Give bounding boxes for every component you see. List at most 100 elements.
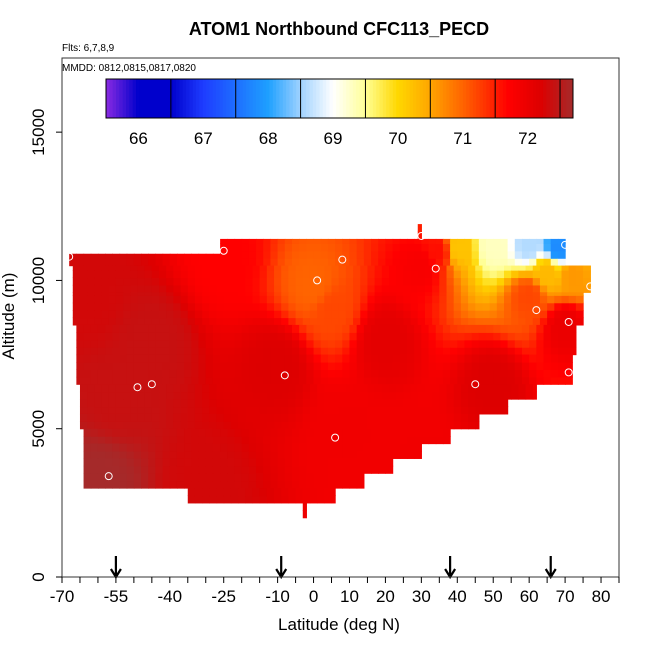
heatmap-cell	[162, 473, 171, 482]
heatmap-cell	[137, 391, 146, 400]
heatmap-cell	[327, 332, 336, 341]
heatmap-cell	[288, 384, 297, 393]
heatmap-cell	[396, 399, 404, 408]
heatmap-cell	[230, 421, 239, 430]
heatmap-cell	[187, 399, 196, 408]
heatmap-cell	[299, 465, 307, 474]
colorbar-swatch	[342, 79, 347, 118]
heatmap-cell	[529, 354, 537, 363]
heatmap-cell	[342, 480, 351, 489]
heatmap-cell	[475, 292, 484, 296]
heatmap-cell	[94, 310, 103, 319]
heatmap-cell	[356, 458, 365, 467]
heatmap-cell	[101, 421, 110, 430]
heatmap-cell	[126, 450, 135, 459]
heatmap-cell	[105, 450, 113, 459]
heatmap-cell	[320, 465, 329, 474]
sample-point	[338, 255, 347, 264]
heatmap-cell	[194, 488, 203, 497]
heatmap-cell	[439, 391, 448, 400]
heatmap-cell	[396, 277, 404, 286]
colorbar-swatch	[299, 79, 304, 118]
heatmap-cell	[288, 317, 297, 326]
heatmap-cell	[133, 361, 142, 370]
heatmap-cell	[360, 265, 369, 271]
heatmap-cell	[295, 317, 304, 326]
heatmap-cell	[421, 436, 430, 445]
heatmap-cell	[274, 495, 282, 504]
heatmap-cell	[162, 428, 171, 437]
heatmap-cell	[554, 277, 563, 286]
heatmap-cell	[209, 495, 218, 504]
heatmap-cell	[209, 310, 218, 319]
heatmap-cell	[432, 406, 440, 415]
heatmap-cell	[241, 258, 250, 267]
heatmap-cell	[288, 302, 297, 311]
heatmap-cell	[421, 376, 430, 385]
heatmap-cell	[176, 361, 185, 370]
heatmap-cell	[119, 369, 128, 378]
heatmap-cell	[317, 284, 325, 293]
heatmap-cell	[324, 292, 333, 296]
heatmap-cell	[83, 347, 92, 356]
heatmap-cell	[108, 295, 117, 304]
heatmap-cell	[421, 250, 430, 259]
heatmap-cell	[270, 450, 279, 459]
heatmap-cell	[410, 421, 419, 430]
heatmap-cell	[270, 376, 279, 385]
heatmap-cell	[256, 436, 264, 445]
colorbar-swatch	[476, 79, 481, 118]
colorbar-swatch	[529, 79, 534, 118]
heatmap-cell	[205, 361, 214, 370]
heatmap-cell	[90, 258, 99, 267]
heatmap-cell	[291, 250, 300, 259]
heatmap-cell	[525, 284, 534, 293]
heatmap-cell	[486, 347, 494, 356]
heatmap-cell	[256, 480, 264, 489]
heatmap-cell	[489, 406, 498, 415]
heatmap-cell	[212, 473, 221, 482]
heatmap-cell	[442, 250, 451, 259]
heatmap-cell	[137, 310, 146, 319]
heatmap-cell	[575, 295, 584, 304]
heatmap-cell	[457, 243, 466, 252]
heatmap-cell	[486, 258, 494, 267]
heatmap-cell	[79, 292, 88, 296]
heatmap-cell	[396, 317, 404, 326]
heatmap-cell	[468, 406, 476, 415]
heatmap-cell	[471, 324, 480, 333]
heatmap-cell	[112, 450, 121, 459]
heatmap-cell	[385, 354, 394, 363]
heatmap-cell	[327, 258, 336, 267]
heatmap-cell	[230, 295, 239, 304]
heatmap-cell	[302, 277, 311, 286]
heatmap-cell	[385, 250, 394, 259]
heatmap-cell	[126, 473, 135, 482]
heatmap-cell	[313, 258, 322, 267]
heatmap-cell	[126, 354, 135, 363]
heatmap-cell	[457, 354, 466, 363]
heatmap-cell	[381, 384, 390, 393]
heatmap-cell	[101, 399, 110, 408]
heatmap-cell	[173, 295, 182, 304]
colorbar-swatch	[386, 79, 391, 118]
heatmap-cell	[277, 243, 286, 252]
heatmap-cell	[496, 270, 505, 279]
heatmap-cell	[496, 284, 505, 293]
heatmap-cell	[155, 258, 164, 267]
heatmap-cell	[327, 473, 336, 482]
heatmap-cell	[90, 347, 99, 356]
colorbar-swatch	[272, 79, 277, 118]
heatmap-cell	[410, 302, 419, 311]
heatmap-cell	[410, 292, 419, 296]
heatmap-cell	[349, 339, 358, 348]
heatmap-cell	[220, 443, 228, 452]
heatmap-cell	[568, 277, 577, 286]
heatmap-cell	[356, 361, 365, 370]
heatmap-cell	[105, 480, 113, 489]
heatmap-cell	[543, 243, 552, 252]
heatmap-cell	[83, 332, 92, 341]
heatmap-cell	[482, 284, 491, 293]
heatmap-cell	[198, 354, 207, 363]
heatmap-cell	[198, 324, 207, 333]
